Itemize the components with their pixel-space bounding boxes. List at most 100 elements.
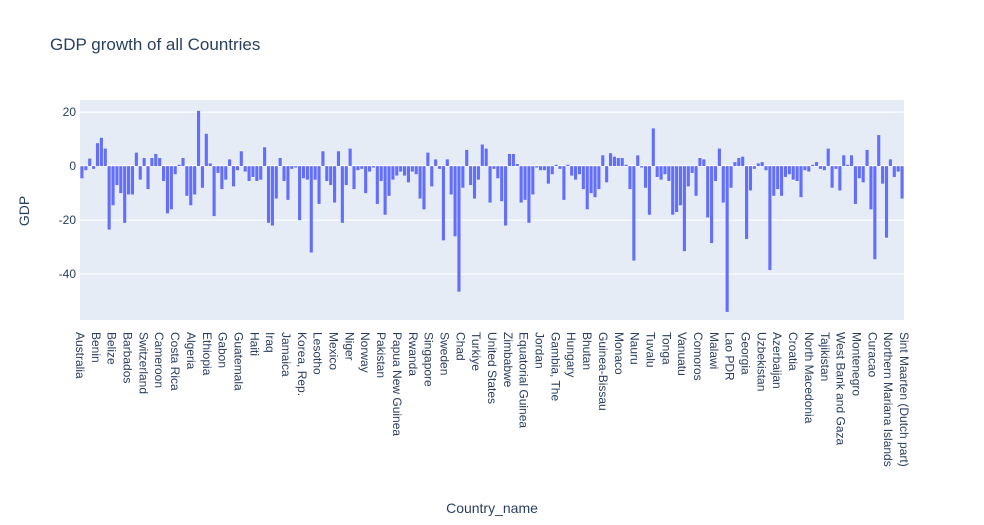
bar[interactable] bbox=[881, 166, 885, 184]
bar[interactable] bbox=[212, 166, 216, 217]
bar[interactable] bbox=[402, 166, 407, 176]
bar[interactable] bbox=[585, 166, 589, 210]
bar[interactable] bbox=[523, 166, 527, 200]
bar[interactable] bbox=[154, 153, 158, 167]
bar[interactable] bbox=[857, 166, 861, 179]
bar[interactable] bbox=[368, 166, 372, 172]
bar[interactable] bbox=[344, 166, 348, 186]
bar[interactable] bbox=[99, 137, 103, 167]
bar[interactable] bbox=[107, 166, 111, 230]
bar[interactable] bbox=[169, 166, 173, 210]
bar[interactable] bbox=[84, 166, 88, 171]
bar[interactable] bbox=[772, 166, 776, 196]
bar[interactable] bbox=[678, 166, 683, 206]
bar[interactable] bbox=[799, 166, 803, 198]
bar[interactable] bbox=[896, 166, 900, 172]
bar[interactable] bbox=[717, 148, 721, 167]
bar[interactable] bbox=[776, 166, 780, 190]
bar[interactable] bbox=[542, 166, 547, 171]
bar[interactable] bbox=[278, 158, 282, 167]
bar[interactable] bbox=[834, 166, 838, 169]
bar[interactable] bbox=[371, 166, 376, 168]
bar[interactable] bbox=[298, 166, 302, 221]
bar[interactable] bbox=[807, 166, 811, 172]
bar[interactable] bbox=[165, 166, 170, 214]
bar[interactable] bbox=[259, 166, 263, 180]
bar[interactable] bbox=[111, 166, 115, 206]
bar[interactable] bbox=[181, 158, 185, 167]
bar[interactable] bbox=[158, 158, 162, 167]
bar[interactable] bbox=[395, 166, 399, 176]
bar[interactable] bbox=[476, 166, 480, 180]
bar[interactable] bbox=[574, 166, 578, 180]
bar[interactable] bbox=[294, 166, 298, 168]
bar[interactable] bbox=[531, 166, 535, 195]
bar[interactable] bbox=[313, 166, 317, 180]
bar[interactable] bbox=[391, 166, 395, 180]
bar[interactable] bbox=[200, 166, 204, 188]
bar[interactable] bbox=[632, 166, 636, 261]
bar[interactable] bbox=[356, 166, 360, 171]
bar[interactable] bbox=[877, 135, 881, 167]
bar[interactable] bbox=[480, 144, 484, 167]
bar[interactable] bbox=[235, 166, 239, 171]
bar[interactable] bbox=[127, 166, 131, 195]
bar[interactable] bbox=[130, 166, 135, 195]
bar[interactable] bbox=[251, 166, 255, 177]
bar[interactable] bbox=[243, 166, 247, 172]
bar[interactable] bbox=[873, 166, 877, 260]
bar[interactable] bbox=[690, 166, 694, 173]
bar[interactable] bbox=[640, 166, 644, 168]
bar[interactable] bbox=[406, 166, 410, 183]
bar[interactable] bbox=[558, 166, 562, 169]
bar[interactable] bbox=[702, 159, 706, 167]
bar[interactable] bbox=[228, 159, 232, 167]
bar[interactable] bbox=[535, 166, 539, 168]
bar[interactable] bbox=[601, 155, 605, 167]
bar[interactable] bbox=[612, 156, 616, 167]
bar[interactable] bbox=[134, 152, 138, 167]
bar[interactable] bbox=[846, 164, 850, 167]
bar[interactable] bbox=[838, 166, 842, 191]
bar[interactable] bbox=[410, 166, 414, 172]
bar[interactable] bbox=[103, 148, 107, 167]
bar[interactable] bbox=[484, 148, 488, 167]
bar[interactable] bbox=[309, 166, 313, 253]
bar[interactable] bbox=[791, 166, 795, 180]
bar[interactable] bbox=[694, 166, 698, 196]
bar[interactable] bbox=[231, 166, 236, 187]
bar[interactable] bbox=[430, 166, 434, 187]
bar[interactable] bbox=[418, 166, 422, 199]
bar[interactable] bbox=[519, 166, 523, 203]
bar[interactable] bbox=[620, 158, 624, 167]
bar[interactable] bbox=[748, 166, 753, 191]
bar[interactable] bbox=[379, 166, 383, 181]
bar[interactable] bbox=[686, 166, 690, 187]
bar[interactable] bbox=[360, 166, 364, 169]
bar[interactable] bbox=[861, 166, 865, 183]
bar[interactable] bbox=[659, 166, 663, 180]
bar[interactable] bbox=[713, 166, 718, 181]
bar[interactable] bbox=[255, 166, 259, 181]
bar[interactable] bbox=[177, 164, 181, 167]
bar[interactable] bbox=[710, 166, 714, 244]
bar[interactable] bbox=[301, 166, 306, 179]
bar[interactable] bbox=[445, 159, 449, 167]
bar[interactable] bbox=[593, 166, 597, 198]
bar[interactable] bbox=[655, 166, 659, 177]
bar[interactable] bbox=[185, 166, 189, 196]
bar[interactable] bbox=[441, 166, 445, 241]
bar[interactable] bbox=[737, 158, 741, 167]
bar[interactable] bbox=[422, 166, 426, 210]
bar[interactable] bbox=[539, 166, 543, 171]
bar[interactable] bbox=[562, 166, 566, 200]
bar[interactable] bbox=[224, 166, 228, 180]
bar[interactable] bbox=[383, 166, 387, 215]
bar[interactable] bbox=[449, 166, 453, 195]
bar[interactable] bbox=[216, 166, 220, 173]
bar[interactable] bbox=[336, 151, 341, 167]
bar[interactable] bbox=[566, 164, 570, 167]
bar[interactable] bbox=[414, 166, 418, 175]
bar[interactable] bbox=[853, 166, 857, 204]
bar[interactable] bbox=[504, 166, 508, 226]
